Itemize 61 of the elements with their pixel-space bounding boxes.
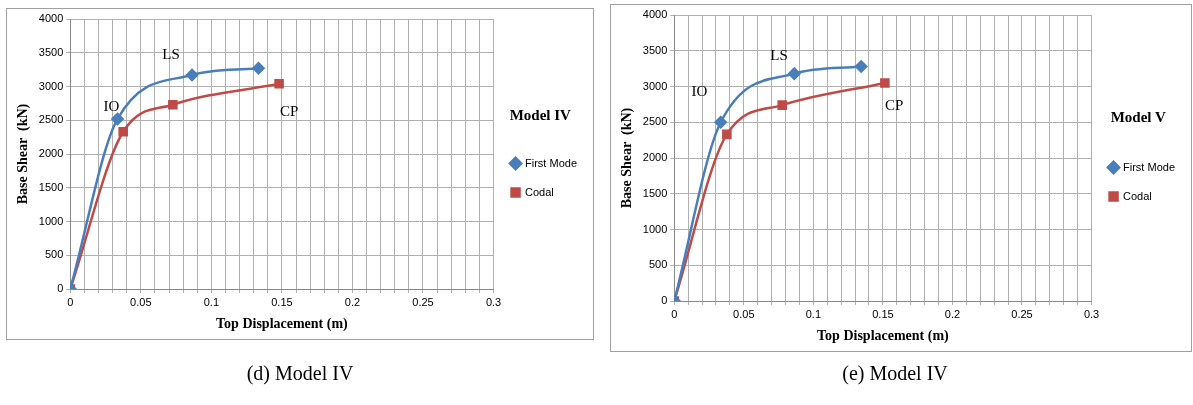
y-tick-label: 2500: [38, 113, 64, 126]
point: [252, 62, 265, 75]
x-tick-label: 0: [671, 307, 678, 320]
y-tick-label: 1000: [38, 214, 64, 227]
y-tick-label: 3500: [642, 43, 668, 56]
y-tick-label: 0: [57, 282, 64, 295]
annotation: CP: [279, 103, 299, 120]
y-tick-label: 1000: [642, 222, 668, 235]
x-tick-label: 0.1: [203, 295, 220, 308]
point: [854, 60, 868, 73]
y-tick-label: 3000: [38, 79, 64, 92]
point: [111, 112, 124, 126]
y-tick-label: 2000: [642, 151, 668, 164]
annotation: IO: [103, 97, 120, 114]
point: [777, 100, 787, 110]
y-axis-title: Base Shear (kN): [619, 107, 636, 209]
x-tick-label: 0.25: [412, 295, 434, 308]
y-tick-label: 2000: [38, 147, 64, 160]
text: (e) Model IV: [842, 362, 948, 385]
x-tick-label: 0: [67, 295, 74, 308]
x-tick-label: 0.2: [944, 307, 961, 320]
x-tick-label: 0.3: [485, 295, 502, 308]
point: [880, 78, 890, 88]
y-tick-label: 3500: [38, 45, 64, 58]
y-tick-label: 2500: [642, 115, 668, 128]
text: (d) Model IV: [246, 362, 354, 385]
point: [714, 116, 727, 129]
x-tick-label: 0.3: [1083, 307, 1100, 320]
y-tick-label: 1500: [642, 186, 668, 199]
y-tick-label: 4000: [38, 12, 64, 25]
point: [722, 129, 732, 140]
x-tick-label: 0.05: [130, 295, 152, 308]
annotation: IO: [691, 83, 708, 100]
x-tick-label: 0.05: [733, 307, 755, 320]
point: [118, 126, 128, 137]
x-axis-title: Top Displacement (m): [216, 316, 349, 333]
point: [185, 68, 199, 82]
x-tick-label: 0.1: [805, 307, 822, 320]
y-tick-label: 500: [648, 258, 668, 271]
x-tick-label: 0.2: [344, 295, 361, 308]
legend-label: Codal: [525, 185, 554, 198]
y-axis-title: Base Shear (kN): [15, 103, 32, 205]
point: [274, 79, 284, 89]
y-tick-label: 500: [44, 248, 64, 261]
y-tick-label: 3000: [642, 79, 668, 92]
x-tick-label: 0.15: [872, 307, 894, 320]
x-axis-title: Top Displacement (m): [817, 328, 950, 345]
annotation: LS: [770, 46, 788, 63]
text: Model V: [1110, 108, 1167, 125]
legend-label: First Mode: [525, 156, 578, 169]
x-tick-label: 0.25: [1011, 307, 1033, 320]
text: Model IV: [509, 107, 572, 124]
annotation: LS: [162, 46, 180, 63]
legend-label: Codal: [1123, 189, 1152, 202]
x-tick-label: 0.15: [271, 295, 293, 308]
point: [168, 99, 178, 110]
y-tick-label: 1500: [38, 180, 64, 193]
point: [788, 67, 801, 80]
annotation: CP: [884, 96, 904, 113]
y-tick-label: 4000: [642, 8, 668, 21]
legend-label: First Mode: [1123, 160, 1176, 173]
